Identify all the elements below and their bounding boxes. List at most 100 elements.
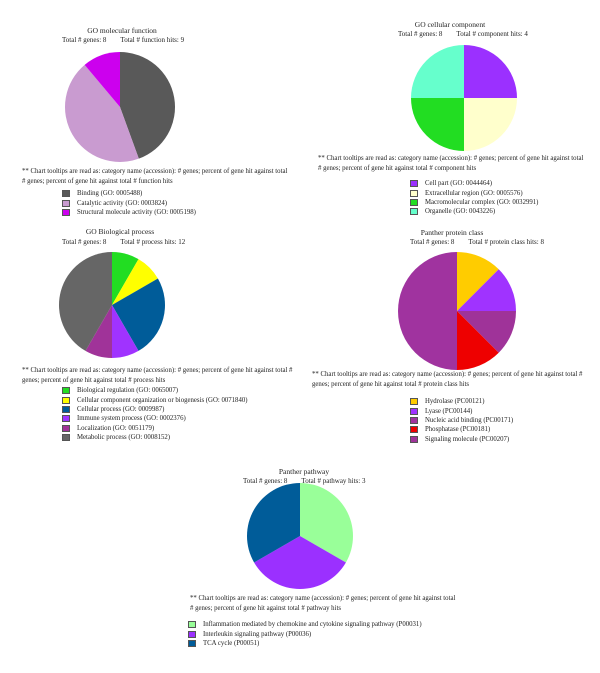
pie-chart <box>398 252 516 370</box>
pie-slice-localization <box>85 305 112 358</box>
pie-chart <box>64 52 175 163</box>
tooltip-note: ** Chart tooltips are read as: category … <box>190 595 456 612</box>
legend-label: Cellular process (GO: 0009987) <box>77 405 165 413</box>
pie-slice-signaling-molecule <box>457 311 516 353</box>
pie-slice-interleukin-signaling-pathway <box>254 536 346 589</box>
legend-swatch <box>62 405 70 413</box>
pie-slice-metabolic-process <box>59 252 112 351</box>
legend-item-immune-system-process: Immune system process (GO: 0002376) <box>62 414 248 423</box>
legend-item-phosphatase: Phosphatase (PC00181) <box>410 425 513 434</box>
legend-label: Catalytic activity (GO: 0003824) <box>77 199 168 207</box>
total-hits-label: Total # pathway hits: 3 <box>301 477 366 485</box>
pie-slice-immune-system-process <box>112 305 139 358</box>
legend-swatch <box>62 396 70 404</box>
chart-title: GO cellular component <box>414 20 486 29</box>
legend-swatch <box>62 434 70 442</box>
total-hits-label: Total # protein class hits: 8 <box>468 238 544 246</box>
legend-label: Interleukin signaling pathway (P00036) <box>203 630 312 638</box>
legend-item-cellular-process: Cellular process (GO: 0009987) <box>62 405 248 414</box>
legend-label: Binding (GO: 0005488) <box>77 190 143 198</box>
legend-swatch <box>188 621 196 629</box>
total-genes-label: Total # genes: 8 <box>398 30 443 38</box>
legend-swatch <box>410 180 418 188</box>
total-genes-label: Total # genes: 8 <box>410 238 455 246</box>
pie-slice-catalytic-activity <box>64 64 139 163</box>
legend-label: Phosphatase (PC00181) <box>425 426 491 434</box>
pie-slice-cell-part <box>464 45 517 98</box>
legend-swatch <box>410 208 418 216</box>
legend-label: Macromolecular complex (GO: 0032991) <box>425 198 539 206</box>
legend-item-metabolic-process: Metabolic process (GO: 0008152) <box>62 433 248 442</box>
chart-stats: Total # genes: 8 Total # protein class hi… <box>410 238 558 246</box>
pie-slice-binding <box>120 52 175 159</box>
legend-swatch <box>410 426 418 434</box>
chart-legend: Cell part (GO: 0044464) Extracellular reg… <box>410 179 538 217</box>
legend-swatch <box>62 190 70 198</box>
pie-slice-macromolecular-complex <box>411 98 464 151</box>
legend-label: Immune system process (GO: 0002376) <box>77 415 186 423</box>
legend-item-extracellular-region: Extracellular region (GO: 0005576) <box>410 188 538 197</box>
legend-label: Hydrolase (PC00121) <box>425 398 485 406</box>
legend-label: Nucleic acid binding (PC00171) <box>425 416 514 424</box>
legend-item-nucleic-acid-binding: Nucleic acid binding (PC00171) <box>410 416 513 425</box>
total-genes-label: Total # genes: 8 <box>243 477 288 485</box>
chart-legend: Hydrolase (PC00121) Lyase (PC00144) Nuclei… <box>410 397 513 444</box>
legend-label: Localization (GO: 0051179) <box>77 424 155 432</box>
legend-item-binding: Binding (GO: 0005488) <box>62 189 196 198</box>
legend-item-hydrolase: Hydrolase (PC00121) <box>410 397 513 406</box>
total-hits-label: Total # component hits: 4 <box>456 30 528 38</box>
tooltip-note: ** Chart tooltips are read as: category … <box>312 371 583 388</box>
legend-label: Extracellular region (GO: 0005576) <box>425 189 523 197</box>
legend-item-interleukin-signaling-pathway: Interleukin signaling pathway (P00036) <box>188 629 422 638</box>
legend-swatch <box>62 208 70 216</box>
legend-label: Inflammation mediated by chemokine and c… <box>203 621 422 629</box>
legend-label: Biological regulation (GO: 0065007) <box>77 387 178 395</box>
chart-title: Panther protein class <box>420 228 484 237</box>
total-hits-label: Total # function hits: 9 <box>120 36 185 44</box>
pie-slice-biological-regulation <box>112 252 139 305</box>
pie-slice-cellular-process <box>112 278 165 351</box>
legend-swatch <box>410 435 418 443</box>
legend-item-biological-regulation: Biological regulation (GO: 0065007) <box>62 386 248 395</box>
pie-slice-nucleic-acid-binding <box>398 252 457 370</box>
pie-chart <box>247 483 353 589</box>
pie-slice-organelle <box>411 45 464 98</box>
legend-item-cell-part: Cell part (GO: 0044464) <box>410 179 538 188</box>
total-genes-label: Total # genes: 8 <box>62 238 107 246</box>
legend-label: Structural molecule activity (GO: 000519… <box>77 208 196 216</box>
legend-swatch <box>62 199 70 207</box>
legend-swatch <box>62 387 70 395</box>
pie-slice-lyase <box>457 269 516 311</box>
legend-item-structural-molecule-activity: Structural molecule activity (GO: 000519… <box>62 208 196 217</box>
pie-slice-tca-cycle <box>247 483 300 563</box>
chart-legend: Biological regulation (GO: 0065007) Cellu… <box>62 386 248 442</box>
legend-swatch <box>410 407 418 415</box>
pie-slice-inflammation-mediated-by-chemokine-and-cytokine-signaling-pathway <box>300 483 353 563</box>
legend-item-localization: Localization (GO: 0051179) <box>62 424 248 433</box>
legend-item-catalytic-activity: Catalytic activity (GO: 0003824) <box>62 198 196 207</box>
chart-stats: Total # genes: 8 Total # pathway hits: 3 <box>243 477 379 485</box>
legend-item-macromolecular-complex: Macromolecular complex (GO: 0032991) <box>410 198 538 207</box>
legend-swatch <box>62 415 70 423</box>
pie-slice-extracellular-region <box>464 98 517 151</box>
legend-item-signaling-molecule: Signaling molecule (PC00207) <box>410 435 513 444</box>
total-genes-label: Total # genes: 8 <box>62 36 107 44</box>
legend-label: Metabolic process (GO: 0008152) <box>77 434 171 442</box>
chart-stats: Total # genes: 8 Total # function hits: 9 <box>62 36 198 44</box>
legend-label: Cellular component organization or bioge… <box>77 396 248 404</box>
legend-item-organelle: Organelle (GO: 0043226) <box>410 207 538 216</box>
legend-label: TCA cycle (P00051) <box>203 639 260 647</box>
legend-swatch <box>410 198 418 206</box>
pie-slice-cellular-component-organization-or-biogenesis <box>112 259 158 305</box>
legend-item-tca-cycle: TCA cycle (P00051) <box>188 639 422 648</box>
legend-label: Signaling molecule (PC00207) <box>425 435 510 443</box>
legend-swatch <box>410 189 418 197</box>
legend-item-cellular-component-organization-or-biogenesis: Cellular component organization or bioge… <box>62 395 248 404</box>
tooltip-note: ** Chart tooltips are read as: category … <box>22 367 293 384</box>
pie-slice-phosphatase <box>457 311 499 370</box>
legend-label: Lyase (PC00144) <box>425 407 473 415</box>
total-hits-label: Total # process hits: 12 <box>120 238 186 246</box>
chart-title: GO molecular function <box>87 26 157 35</box>
legend-swatch <box>188 630 196 638</box>
legend-swatch <box>188 639 196 647</box>
